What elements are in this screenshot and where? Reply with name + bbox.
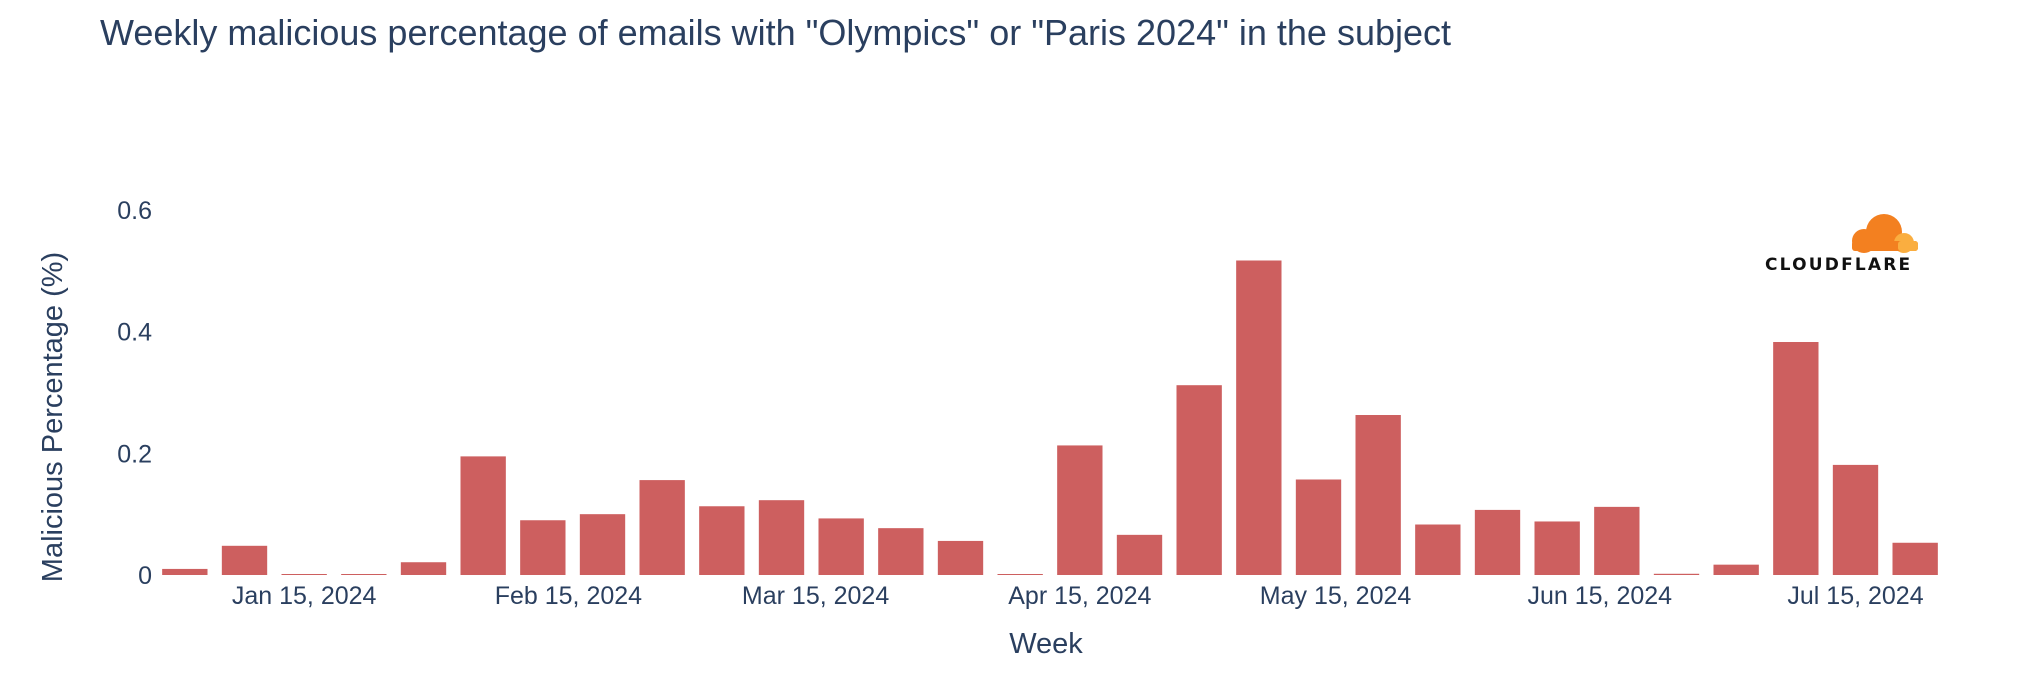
bar-series: [162, 260, 1938, 576]
y-tick-label: 0.2: [117, 440, 152, 468]
x-tick-label: Jul 15, 2024: [1787, 582, 1923, 610]
x-tick-label: Jun 15, 2024: [1528, 582, 1673, 610]
bar-2024-06-03: [1474, 509, 1521, 575]
x-tick-label: May 15, 2024: [1260, 582, 1412, 610]
bar-2024-07-15: [1832, 464, 1879, 575]
bar-2024-06-17: [1594, 506, 1640, 575]
bar-2024-02-05: [460, 456, 506, 576]
bar-2024-02-12: [520, 520, 566, 575]
bar-2024-01-01: [162, 568, 208, 575]
bar-2024-06-10: [1534, 521, 1580, 575]
bar-2024-07-01: [1713, 564, 1759, 575]
bar-2024-04-15: [1057, 445, 1103, 575]
y-tick-label: 0.4: [117, 319, 152, 347]
bar-2024-03-04: [699, 506, 745, 575]
bar-2024-05-06: [1236, 260, 1282, 575]
bar-2024-07-22: [1892, 542, 1938, 575]
cloud-icon: [1852, 214, 1918, 253]
x-tick-label: Jan 15, 2024: [232, 582, 377, 610]
bar-2024-04-29: [1176, 385, 1222, 575]
bar-2024-03-11: [758, 500, 805, 575]
bar-2024-01-15: [281, 574, 327, 575]
bar-2024-04-22: [1116, 534, 1163, 575]
bar-2024-06-24: [1653, 573, 1700, 575]
bar-2024-04-01: [937, 540, 984, 575]
x-tick-label: Mar 15, 2024: [742, 582, 889, 610]
bar-2024-02-26: [639, 480, 685, 575]
chart-title: Weekly malicious percentage of emails wi…: [100, 12, 1451, 53]
bar-2024-03-25: [878, 528, 924, 575]
bar-2024-01-08: [221, 545, 268, 575]
logo-wordmark: CLOUDFLARE: [1765, 255, 1912, 275]
x-axis-ticks: Jan 15, 2024 Feb 15, 2024 Mar 15, 2024 Apr …: [232, 582, 1924, 610]
y-tick-label: 0.6: [117, 197, 152, 225]
x-axis-title: Week: [1009, 628, 1083, 660]
y-axis-ticks: 0 0.2 0.4 0.6: [117, 197, 152, 590]
bar-2024-07-08: [1773, 342, 1819, 575]
bar-2024-02-19: [579, 514, 626, 575]
x-tick-label: Feb 15, 2024: [495, 582, 642, 610]
y-tick-label: 0: [138, 562, 152, 590]
bar-2024-01-22: [341, 574, 387, 575]
bar-2024-05-20: [1355, 415, 1401, 575]
x-tick-label: Apr 15, 2024: [1008, 582, 1151, 610]
bar-2024-05-27: [1415, 524, 1461, 575]
bar-2024-03-18: [818, 518, 864, 575]
bar-2024-04-08: [997, 574, 1043, 575]
bar-2024-05-13: [1295, 479, 1342, 575]
cloudflare-logo: CLOUDFLARE: [1765, 214, 1918, 275]
y-axis-title: Malicious Percentage (%): [37, 252, 69, 582]
bar-2024-01-29: [400, 562, 447, 575]
